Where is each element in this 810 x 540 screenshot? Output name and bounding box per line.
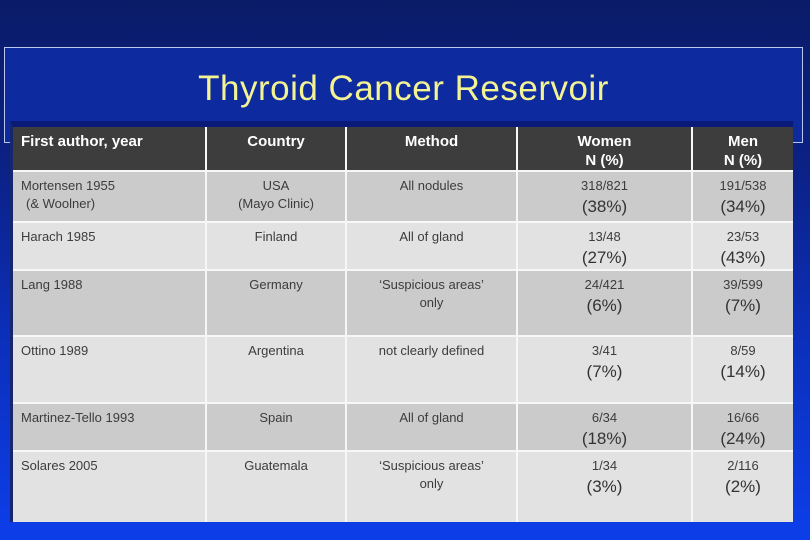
cell-women: 1/34 (3%) (518, 452, 691, 522)
cell-men: 16/66 (24%) (693, 404, 793, 450)
column-header-author: First author, year (13, 127, 205, 170)
cell-author: Harach 1985 (13, 223, 205, 269)
cell-author: Lang 1988 (13, 271, 205, 335)
cell-men: 8/59 (14%) (693, 337, 793, 402)
cell-method: All nodules (347, 172, 516, 221)
page-title: Thyroid Cancer Reservoir (198, 69, 609, 108)
column-header-country: Country (207, 127, 345, 170)
cell-men: 39/599 (7%) (693, 271, 793, 335)
cell-men: 191/538 (34%) (693, 172, 793, 221)
column-header-method: Method (347, 127, 516, 170)
column-header-women-sub: N (%) (585, 152, 624, 170)
thyroid-cancer-table: First author, year Country Method Women … (10, 121, 793, 522)
cell-country: Germany (207, 271, 345, 335)
cell-method: All of gland (347, 404, 516, 450)
cell-women: 13/48 (27%) (518, 223, 691, 269)
cell-method: ‘Suspicious areas’ only (347, 452, 516, 522)
cell-author: Ottino 1989 (13, 337, 205, 402)
cell-author: Martinez-Tello 1993 (13, 404, 205, 450)
column-header-women: Women N (%) (518, 127, 691, 170)
cell-method: ‘Suspicious areas’ only (347, 271, 516, 335)
cell-country: Argentina (207, 337, 345, 402)
cell-author: Mortensen 1955 (& Woolner) (13, 172, 205, 221)
cell-country: Spain (207, 404, 345, 450)
cell-method: All of gland (347, 223, 516, 269)
cell-women: 3/41 (7%) (518, 337, 691, 402)
cell-men: 23/53 (43%) (693, 223, 793, 269)
cell-country: Finland (207, 223, 345, 269)
cell-women: 6/34 (18%) (518, 404, 691, 450)
column-header-men: Men N (%) (693, 127, 793, 170)
cell-author: Solares 2005 (13, 452, 205, 522)
cell-women: 24/421 (6%) (518, 271, 691, 335)
cell-women: 318/821 (38%) (518, 172, 691, 221)
column-header-men-label: Men (728, 133, 758, 150)
cell-men: 2/116 (2%) (693, 452, 793, 522)
column-header-women-label: Women (577, 133, 632, 150)
column-header-men-sub: N (%) (723, 152, 763, 170)
cell-country: USA (Mayo Clinic) (207, 172, 345, 221)
cell-country: Guatemala (207, 452, 345, 522)
cell-method: not clearly defined (347, 337, 516, 402)
